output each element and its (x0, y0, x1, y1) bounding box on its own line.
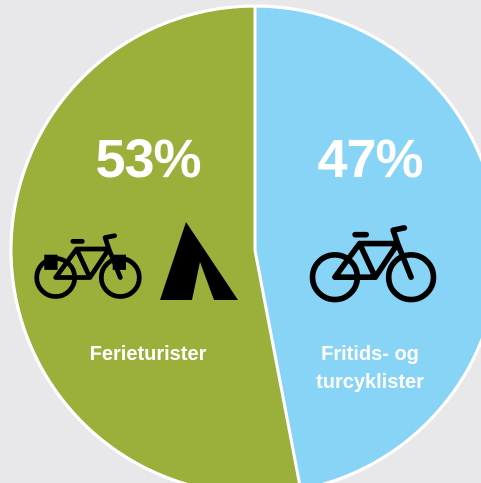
wheel (385, 251, 437, 303)
bicycle-icon (309, 225, 437, 303)
value-label: 53% (95, 129, 201, 189)
pannier (44, 254, 58, 270)
frame (332, 225, 414, 281)
category-label: Ferieturister (89, 343, 207, 365)
bicycle-icon (34, 233, 142, 299)
pie-outline (9, 4, 481, 483)
pannier (112, 254, 126, 270)
category-label: Fritids- og turcyklister (316, 343, 424, 393)
value-label: 47% (317, 129, 423, 189)
frame (53, 233, 123, 280)
tent-icon (160, 222, 238, 300)
